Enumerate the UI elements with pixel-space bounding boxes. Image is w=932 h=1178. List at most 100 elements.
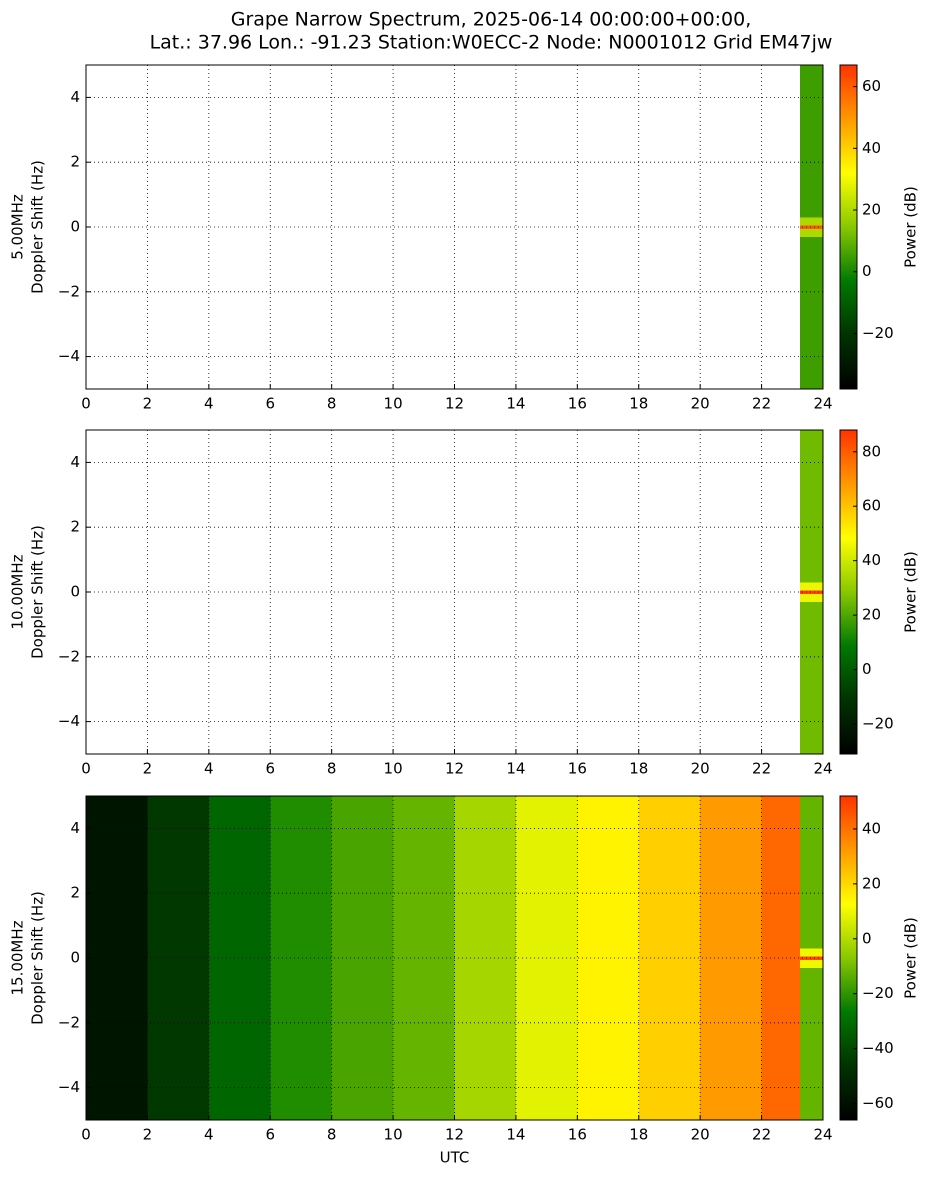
heatmap-cell xyxy=(331,967,394,1121)
heatmap-cell xyxy=(799,430,824,583)
heatmap-cell xyxy=(270,959,333,969)
title-line: Lat.: 37.96 Lon.: -91.23 Station:W0ECC-2… xyxy=(150,32,833,54)
colorbar-tick-label: 40 xyxy=(862,139,881,157)
heatmap-cell xyxy=(799,601,824,755)
colorbar-tick-label: 80 xyxy=(862,442,881,460)
x-tick-label: 8 xyxy=(327,760,337,778)
heatmap-cell xyxy=(515,948,578,957)
heatmap-cell xyxy=(270,967,333,1121)
colorbar-label: Power (dB) xyxy=(902,551,920,633)
heatmap-cell xyxy=(208,959,271,969)
heatmap-cell xyxy=(454,967,517,1121)
heatmap-cell xyxy=(799,956,824,960)
x-tick-label: 16 xyxy=(568,760,587,778)
colorbar-tick-label: −60 xyxy=(862,1094,894,1112)
x-tick-label: 18 xyxy=(629,760,648,778)
colorbar-tick-label: 0 xyxy=(862,929,872,947)
x-tick-label: 18 xyxy=(629,1126,648,1144)
plot-frame xyxy=(85,64,824,390)
heatmap-cell xyxy=(515,967,578,1121)
heatmap-cell xyxy=(270,948,333,957)
x-tick-label: 16 xyxy=(568,395,587,413)
x-tick-label: 20 xyxy=(691,395,710,413)
x-tick-label: 14 xyxy=(506,395,525,413)
x-tick-label: 12 xyxy=(445,1126,464,1144)
colorbar-tick-label: −20 xyxy=(862,324,894,342)
heatmap-cell xyxy=(638,948,701,957)
colorbar-tick-label: 0 xyxy=(862,660,872,678)
x-tick-label: 24 xyxy=(813,760,832,778)
heatmap-cell xyxy=(86,956,148,960)
x-tick-label: 8 xyxy=(327,1126,337,1144)
x-tick-label: 0 xyxy=(81,1126,91,1144)
y-tick-label: −2 xyxy=(58,1013,80,1031)
heatmap-cell xyxy=(799,582,824,591)
heatmap-cell xyxy=(270,796,333,949)
heatmap-cell xyxy=(638,956,701,960)
y-tick-label: 2 xyxy=(70,884,80,902)
x-tick-label: 22 xyxy=(752,395,771,413)
x-tick-label: 14 xyxy=(506,760,525,778)
colorbar-tick-label: 0 xyxy=(862,262,872,280)
y-axis-label: 5.00MHz xyxy=(9,194,27,260)
x-tick-label: 22 xyxy=(752,1126,771,1144)
colorbar-tick-label: 60 xyxy=(862,497,881,515)
heatmap-cell xyxy=(700,956,763,960)
x-tick-label: 20 xyxy=(691,1126,710,1144)
x-tick-label: 6 xyxy=(265,395,275,413)
x-tick-label: 24 xyxy=(813,1126,832,1144)
colorbar-label: Power (dB) xyxy=(902,186,920,268)
y-axis-label: Doppler Shift (Hz) xyxy=(29,891,47,1025)
x-tick-label: 0 xyxy=(81,760,91,778)
colorbar xyxy=(839,64,858,390)
heatmap-cell xyxy=(147,948,210,957)
heatmap-cell xyxy=(454,959,517,969)
x-tick-label: 2 xyxy=(143,1126,153,1144)
heatmap-cell xyxy=(638,959,701,969)
x-tick-label: 16 xyxy=(568,1126,587,1144)
plot-frame xyxy=(85,429,824,755)
heatmap-cell xyxy=(454,796,517,949)
x-tick-label: 12 xyxy=(445,760,464,778)
heatmap-cell xyxy=(208,948,271,957)
y-tick-label: −2 xyxy=(58,282,80,300)
y-tick-label: 4 xyxy=(70,453,80,471)
heatmap-cell xyxy=(454,956,517,960)
y-tick-label: 4 xyxy=(70,88,80,106)
heatmap-cell xyxy=(761,956,801,960)
heatmap-cell xyxy=(208,967,271,1121)
y-tick-label: 0 xyxy=(70,949,80,967)
heatmap-cell xyxy=(393,956,455,960)
x-tick-label: 18 xyxy=(629,395,648,413)
heatmap-cell xyxy=(761,796,801,949)
heatmap-cell xyxy=(577,956,640,960)
colorbar-tick-label: 20 xyxy=(862,606,881,624)
heatmap-cell xyxy=(638,967,701,1121)
x-tick-label: 4 xyxy=(204,760,214,778)
heatmap-cell xyxy=(799,959,824,969)
y-tick-label: 0 xyxy=(70,583,80,601)
heatmap-cell xyxy=(799,228,824,238)
heatmap-cell xyxy=(761,967,801,1121)
heatmap-cell xyxy=(761,959,801,969)
heatmap-cell xyxy=(147,796,210,949)
x-tick-label: 6 xyxy=(265,1126,275,1144)
x-tick-label: 2 xyxy=(143,760,153,778)
heatmap-cell xyxy=(147,967,210,1121)
x-tick-label: 14 xyxy=(506,1126,525,1144)
heatmap-cell xyxy=(799,225,824,229)
heatmap-cell xyxy=(86,948,148,957)
heatmap-cell xyxy=(700,948,763,957)
y-tick-label: 2 xyxy=(70,153,80,171)
heatmap-cell xyxy=(454,948,517,957)
x-tick-label: 4 xyxy=(204,1126,214,1144)
x-axis-label: UTC xyxy=(440,1149,470,1167)
y-tick-label: 2 xyxy=(70,518,80,536)
x-tick-label: 10 xyxy=(384,1126,403,1144)
colorbar xyxy=(839,429,858,755)
heatmap-cell xyxy=(799,796,824,949)
y-tick-label: −4 xyxy=(58,347,80,365)
heatmap-cell xyxy=(393,948,455,957)
x-tick-label: 12 xyxy=(445,395,464,413)
heatmap-cell xyxy=(799,236,824,390)
